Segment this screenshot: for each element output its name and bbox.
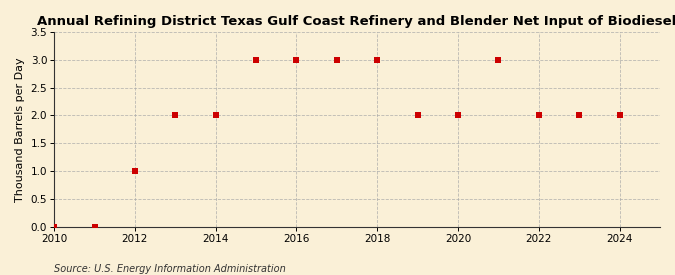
- Point: [89, 224, 100, 229]
- Point: [412, 113, 423, 117]
- Point: [170, 113, 181, 117]
- Point: [533, 113, 544, 117]
- Text: Source: U.S. Energy Information Administration: Source: U.S. Energy Information Administ…: [54, 264, 286, 274]
- Point: [331, 57, 342, 62]
- Point: [130, 169, 140, 173]
- Y-axis label: Thousand Barrels per Day: Thousand Barrels per Day: [15, 57, 25, 202]
- Point: [291, 57, 302, 62]
- Point: [453, 113, 464, 117]
- Title: Annual Refining District Texas Gulf Coast Refinery and Blender Net Input of Biod: Annual Refining District Texas Gulf Coas…: [37, 15, 675, 28]
- Point: [250, 57, 261, 62]
- Point: [574, 113, 585, 117]
- Point: [614, 113, 625, 117]
- Point: [211, 113, 221, 117]
- Point: [493, 57, 504, 62]
- Point: [372, 57, 383, 62]
- Point: [49, 224, 59, 229]
